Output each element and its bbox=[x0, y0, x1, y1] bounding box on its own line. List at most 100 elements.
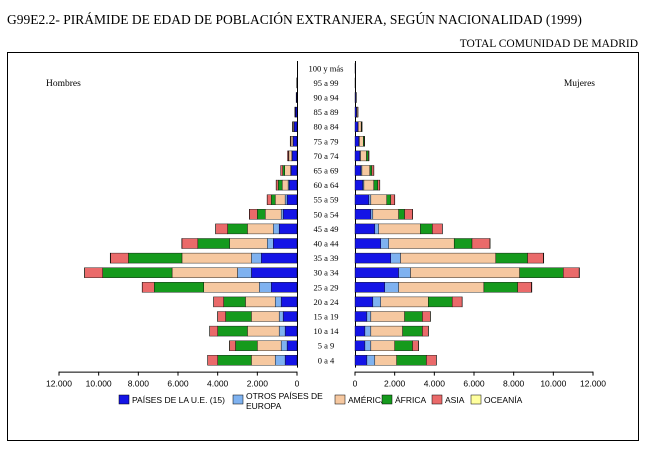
women-bar-segment bbox=[354, 179, 364, 191]
men-x-tick-label: 4.000 bbox=[207, 379, 229, 389]
men-x-tick-label: 8.000 bbox=[128, 379, 150, 389]
men-bar-segment bbox=[284, 355, 298, 366]
women-bar-segment bbox=[404, 311, 423, 322]
men-bar-segment bbox=[282, 209, 298, 220]
women-bar-segment bbox=[354, 121, 359, 132]
men-bar-segment bbox=[288, 150, 293, 162]
age-group-label: 30 a 34 bbox=[313, 268, 339, 278]
women-bar-segment bbox=[354, 165, 362, 176]
women-bar-segment bbox=[495, 252, 528, 264]
legend-label: ÁFRICA bbox=[395, 395, 427, 405]
men-bar-segment bbox=[278, 223, 298, 235]
men-bar-segment bbox=[128, 252, 183, 264]
age-group-label: 100 y más bbox=[309, 63, 344, 73]
men-bar-segment bbox=[247, 223, 274, 235]
men-bar-segment bbox=[290, 136, 294, 147]
legend-swatch bbox=[334, 394, 346, 405]
men-bar-segment bbox=[292, 136, 298, 147]
men-bar-segment bbox=[209, 325, 218, 337]
men-bar-segment bbox=[251, 311, 280, 322]
women-bar-segment bbox=[517, 282, 532, 293]
women-label: Mujeres bbox=[564, 79, 595, 89]
women-bar-segment bbox=[519, 267, 564, 278]
women-bar-segment bbox=[386, 194, 391, 205]
men-bar-segment bbox=[284, 165, 291, 176]
women-bar-segment bbox=[363, 179, 375, 191]
men-x-tick-label: 0 bbox=[295, 379, 300, 389]
men-bar-segment bbox=[217, 311, 226, 322]
men-bar-segment bbox=[102, 267, 173, 278]
women-bar-segment bbox=[453, 238, 473, 249]
age-group-label: 0 a 4 bbox=[318, 355, 335, 365]
age-group-label: 90 a 94 bbox=[313, 93, 339, 103]
men-bar-segment bbox=[171, 267, 238, 278]
men-bar-segment bbox=[215, 223, 228, 235]
women-bar-segment bbox=[354, 238, 381, 249]
men-bar-segment bbox=[278, 325, 286, 337]
women-bar-segment bbox=[354, 282, 385, 293]
women-bar-segment bbox=[451, 296, 463, 308]
women-bar-segment bbox=[354, 209, 372, 220]
women-bar-segment bbox=[368, 194, 372, 205]
age-group-label: 70 a 74 bbox=[313, 151, 339, 161]
men-bar-segment bbox=[259, 282, 272, 293]
women-bar-segment bbox=[372, 209, 399, 220]
women-bar-segment bbox=[373, 179, 379, 191]
men-bar-segment bbox=[289, 136, 291, 147]
women-x-tick-label: 8.000 bbox=[503, 379, 525, 389]
women-bar-segment bbox=[374, 223, 379, 235]
women-bar-segment bbox=[371, 165, 375, 176]
women-bar-segment bbox=[527, 252, 544, 264]
women-bar-segment bbox=[357, 121, 362, 132]
men-bar-segment bbox=[181, 238, 199, 249]
men-bar-segment bbox=[280, 165, 283, 176]
men-bar-segment bbox=[249, 209, 258, 220]
legend-label: PAÍSES DE LA U.E. (15) bbox=[132, 395, 225, 405]
men-x-tick-label: 12.000 bbox=[46, 379, 72, 389]
age-group-label: 50 a 54 bbox=[313, 209, 339, 219]
women-bar-segment bbox=[370, 209, 374, 220]
women-bar-segment bbox=[361, 165, 371, 176]
women-bar-segment bbox=[394, 340, 413, 351]
women-bar-segment bbox=[412, 340, 419, 351]
women-bar-segment bbox=[370, 311, 405, 322]
women-bar-segment bbox=[388, 238, 455, 249]
men-bar-segment bbox=[278, 311, 284, 322]
age-group-label: 20 a 24 bbox=[313, 297, 339, 307]
age-group-label: 65 a 69 bbox=[313, 166, 338, 176]
men-bar-segment bbox=[84, 267, 103, 278]
women-bar-segment bbox=[396, 355, 427, 366]
men-bar-segment bbox=[290, 165, 298, 176]
men-bar-segment bbox=[273, 238, 298, 249]
men-bar-segment bbox=[251, 252, 262, 264]
men-bar-segment bbox=[277, 179, 283, 191]
men-bar-segment bbox=[261, 252, 298, 264]
men-bar-segment bbox=[282, 165, 285, 176]
men-bar-segment bbox=[267, 194, 272, 205]
age-group-label: 25 a 29 bbox=[313, 282, 338, 292]
women-bar-segment bbox=[404, 209, 413, 220]
men-bar-segment bbox=[274, 194, 286, 205]
men-bar-segment bbox=[225, 311, 252, 322]
chart-subtitle: TOTAL COMUNIDAD DE MADRID bbox=[459, 38, 638, 50]
men-bar-segment bbox=[286, 340, 298, 351]
men-bar-segment bbox=[282, 311, 298, 322]
men-bar-segment bbox=[257, 209, 266, 220]
men-bar-segment bbox=[274, 355, 286, 366]
men-bar-segment bbox=[197, 238, 230, 249]
legend-swatch bbox=[118, 394, 130, 405]
women-bar-segment bbox=[432, 223, 443, 235]
women-bar-segment bbox=[364, 340, 372, 351]
age-group-label: 75 a 79 bbox=[313, 136, 338, 146]
women-bar-segment bbox=[354, 311, 368, 322]
women-bar-segment bbox=[366, 150, 369, 162]
men-bar-segment bbox=[142, 282, 155, 293]
women-bar-segment bbox=[354, 325, 366, 337]
age-group-label: 10 a 14 bbox=[313, 326, 339, 336]
men-bar-segment bbox=[181, 252, 252, 264]
legend-swatch bbox=[431, 394, 443, 405]
men-bar-segment bbox=[223, 296, 246, 308]
women-bar-segment bbox=[410, 267, 520, 278]
women-bar-segment bbox=[374, 355, 397, 366]
women-bar-segment bbox=[354, 194, 370, 205]
